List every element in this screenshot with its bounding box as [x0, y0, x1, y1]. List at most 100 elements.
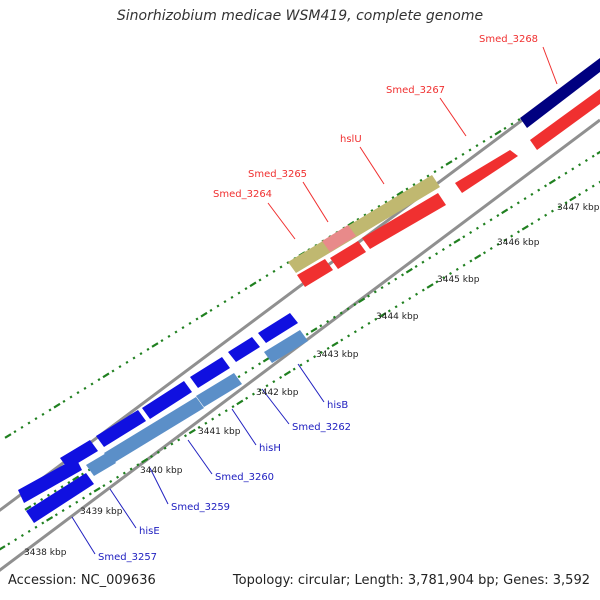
cds-smed-3265[interactable] — [330, 241, 366, 269]
tick-mark — [223, 300, 227, 304]
tick-label: 3439 kbp — [80, 507, 123, 517]
tick-mark — [461, 152, 465, 156]
tick-mark — [503, 238, 507, 242]
gene-hish[interactable] — [104, 397, 204, 464]
tick-mark — [453, 238, 461, 244]
tick-mark — [279, 375, 283, 379]
tick-mark — [136, 463, 140, 467]
tick-mark — [249, 281, 257, 288]
tick-mark — [306, 359, 310, 363]
tick-mark — [501, 208, 509, 215]
gene-smed-3260[interactable] — [86, 452, 116, 476]
tick-mark — [236, 399, 244, 406]
tick-mark — [102, 372, 110, 379]
tick-mark — [174, 330, 178, 334]
cds-his-7[interactable] — [18, 458, 82, 503]
tick-mark — [455, 267, 459, 271]
tick-mark — [211, 417, 215, 421]
tick-mark — [440, 165, 444, 169]
gene-label[interactable]: Smed_3257 — [98, 552, 157, 563]
tick-mark — [163, 446, 167, 450]
gene-label[interactable]: Smed_3265 — [248, 169, 307, 180]
tick-label: 3444 kbp — [376, 312, 419, 322]
tick-mark — [111, 369, 115, 373]
cds-smed-3268[interactable] — [530, 89, 600, 150]
gene-label[interactable]: Smed_3260 — [215, 472, 274, 483]
tick-mark — [88, 492, 92, 496]
tick-mark — [482, 139, 486, 143]
tick-mark — [237, 291, 241, 295]
tick-mark — [62, 399, 66, 403]
tick-mark — [69, 395, 73, 399]
tick-mark — [231, 405, 235, 409]
tick-mark — [245, 396, 249, 400]
tick-mark — [33, 502, 37, 506]
gene-label[interactable]: Smed_3259 — [171, 502, 230, 513]
tick-mark — [129, 467, 133, 471]
gene-label[interactable]: Smed_3262 — [292, 422, 351, 433]
tick-mark — [262, 356, 270, 363]
cds-hise[interactable] — [26, 473, 94, 523]
cds-smed-3268-navy[interactable] — [520, 58, 600, 128]
tick-mark — [197, 425, 201, 429]
cds-smed-3267[interactable] — [455, 150, 518, 193]
tick-mark — [530, 192, 534, 196]
cds-his-1[interactable] — [258, 313, 298, 343]
tick-mark — [122, 471, 126, 475]
tick-mark — [67, 481, 71, 485]
tick-mark — [391, 196, 395, 200]
cds-his-5[interactable] — [96, 410, 146, 447]
tick-mark — [358, 297, 366, 304]
tick-mark — [310, 327, 318, 333]
tick-mark — [510, 234, 514, 238]
tick-mark — [442, 276, 446, 280]
tick-mark — [569, 195, 577, 202]
tick-mark — [83, 386, 87, 390]
leader-line — [71, 516, 96, 555]
gene-hslu[interactable] — [288, 175, 440, 273]
tick-mark — [160, 339, 164, 343]
cds-smed-3264[interactable] — [297, 259, 333, 287]
tick-mark — [305, 332, 309, 336]
gene-label[interactable]: Smed_3268 — [479, 34, 538, 45]
cds-his-3[interactable] — [190, 357, 230, 388]
tick-mark — [217, 413, 221, 417]
tick-mark — [34, 417, 38, 421]
tick-mark — [360, 326, 364, 330]
tick-mark — [387, 281, 391, 285]
gene-label[interactable]: Smed_3267 — [386, 85, 445, 96]
tick-mark — [523, 197, 527, 201]
gene-label[interactable]: hisE — [139, 526, 160, 537]
cds-hslu[interactable] — [362, 193, 446, 249]
tick-mark — [377, 204, 381, 208]
tick-mark — [596, 150, 600, 155]
tick-mark — [41, 412, 45, 416]
tick-mark — [109, 479, 113, 483]
tick-mark — [216, 304, 220, 308]
gene-label[interactable]: hisH — [259, 443, 281, 454]
tick-mark — [401, 273, 405, 277]
cds-his-4[interactable] — [142, 381, 192, 419]
tick-mark — [41, 521, 45, 525]
gene-label[interactable]: hslU — [340, 134, 362, 145]
topology-text: Topology: circular; Length: 3,781,904 bp… — [232, 573, 590, 588]
tick-mark — [251, 392, 255, 396]
gene-smed-3265-highlight[interactable] — [322, 225, 356, 252]
leader-line — [261, 388, 290, 425]
tick-mark — [209, 308, 213, 312]
tick-mark — [394, 305, 398, 309]
gene-label[interactable]: hisB — [327, 400, 348, 411]
tick-mark — [13, 430, 17, 434]
tick-mark — [319, 324, 323, 328]
tick-mark — [116, 475, 120, 479]
tick-mark — [591, 154, 595, 158]
tick-label: 3440 kbp — [140, 466, 183, 476]
tick-mark — [544, 213, 548, 217]
tick-mark — [394, 277, 398, 281]
gene-hisb[interactable] — [264, 330, 308, 363]
tick-mark — [494, 129, 502, 136]
tick-mark — [537, 217, 541, 221]
cds-his-2[interactable] — [228, 337, 260, 362]
gene-smed-3262[interactable] — [196, 373, 242, 407]
gene-label[interactable]: Smed_3264 — [213, 189, 272, 200]
